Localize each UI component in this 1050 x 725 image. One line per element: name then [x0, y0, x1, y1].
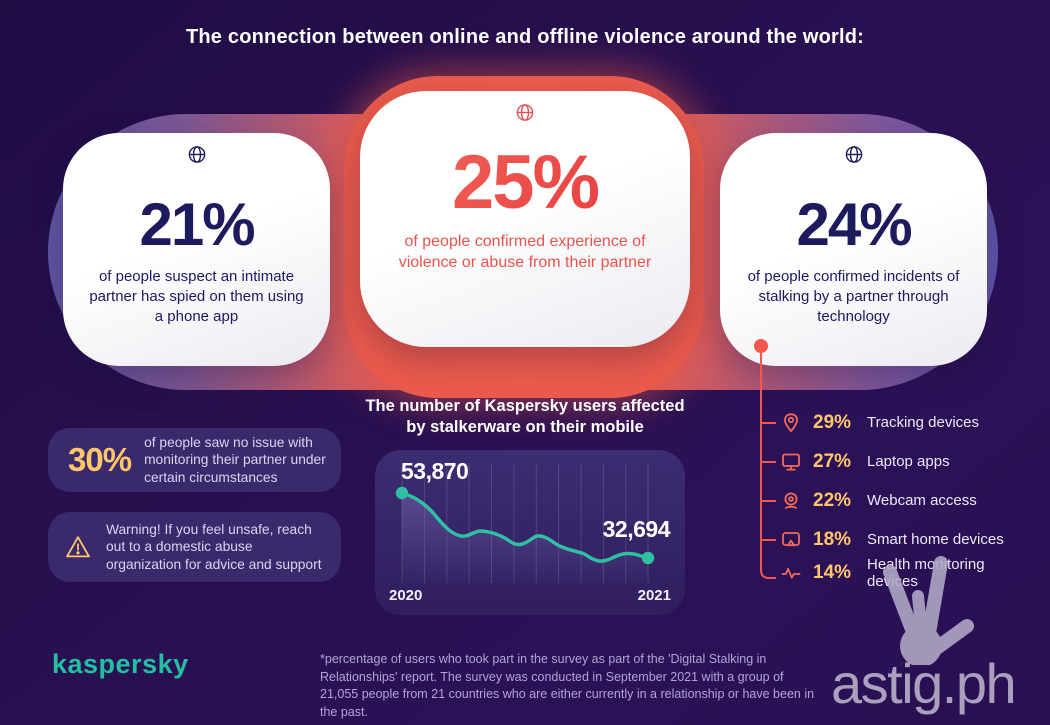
screen-mirror-icon: [782, 532, 800, 547]
stat-card-phone-spying: 21% of people suspect an intimate partne…: [63, 133, 330, 366]
stat-description: of people confirmed experience of violen…: [398, 233, 652, 272]
chart-title: The number of Kaspersky users affected b…: [365, 397, 685, 437]
x-axis-label-2020: 2020: [389, 587, 423, 604]
globe-icon: [845, 146, 862, 163]
device-pct: 18%: [813, 529, 852, 550]
stat-value: 25%: [360, 91, 690, 221]
stat-card-violence-abuse: 25% of people confirmed experience of vi…: [360, 91, 690, 347]
monitor-icon: [782, 453, 800, 471]
map-pin-icon: [784, 413, 798, 432]
footnote: *percentage of users who took part in th…: [320, 652, 815, 719]
device-item-webcam: 22% Webcam access: [779, 489, 1019, 513]
page-title: The connection between online and offlin…: [185, 26, 865, 48]
warning-box: Warning! If you feel unsafe, reach out t…: [48, 512, 341, 582]
pulse-icon: [781, 568, 801, 579]
stat-description: of people suspect an intimate partner ha…: [89, 268, 304, 325]
device-item-smart-home: 18% Smart home devices: [779, 528, 1019, 552]
start-point: [395, 486, 409, 500]
webcam-icon: [784, 492, 798, 509]
rock-hand-icon: [883, 556, 974, 665]
device-label: Webcam access: [867, 492, 977, 510]
device-pct: 22%: [813, 490, 852, 511]
stat-description: of people saw no issue with monitoring t…: [144, 435, 326, 485]
stat-value: 30%: [68, 441, 132, 478]
x-axis-label-2021: 2021: [637, 587, 671, 604]
stat-description: of people confirmed incidents of stalkin…: [747, 268, 960, 325]
device-label: Smart home devices: [867, 531, 1004, 549]
end-value-label: 32,694: [602, 516, 671, 542]
kaspersky-logo: kaspersky: [52, 649, 189, 679]
device-pct: 14%: [813, 562, 852, 584]
stalkerware-line-chart: 53,870 32,694 2020 2021: [375, 450, 685, 615]
warning-triangle-icon: [66, 536, 90, 558]
trend-line: [400, 491, 650, 563]
area-fill: [402, 493, 648, 583]
stat-box-monitoring: 30% of people saw no issue with monitori…: [48, 428, 341, 492]
device-item-laptop: 27% Laptop apps: [779, 450, 1019, 474]
connector-line: [754, 339, 776, 579]
device-label: Tracking devices: [867, 414, 979, 432]
stat-value: 24%: [796, 191, 912, 258]
end-point: [641, 551, 655, 565]
watermark-logo: astig.ph: [831, 652, 1017, 715]
stat-card-tech-stalking: 24% of people confirmed incidents of sta…: [720, 133, 987, 366]
device-pct: 29%: [813, 412, 852, 433]
device-item-tracking: 29% Tracking devices: [779, 411, 1019, 435]
globe-icon: [188, 146, 205, 163]
stat-value: 21%: [139, 191, 255, 258]
device-pct: 27%: [813, 451, 852, 472]
line-chart-plot: [395, 463, 655, 583]
device-label: Laptop apps: [867, 453, 950, 471]
globe-icon: [516, 104, 534, 121]
start-value-label: 53,870: [401, 458, 469, 484]
warning-text: Warning! If you feel unsafe, reach out t…: [106, 521, 322, 572]
